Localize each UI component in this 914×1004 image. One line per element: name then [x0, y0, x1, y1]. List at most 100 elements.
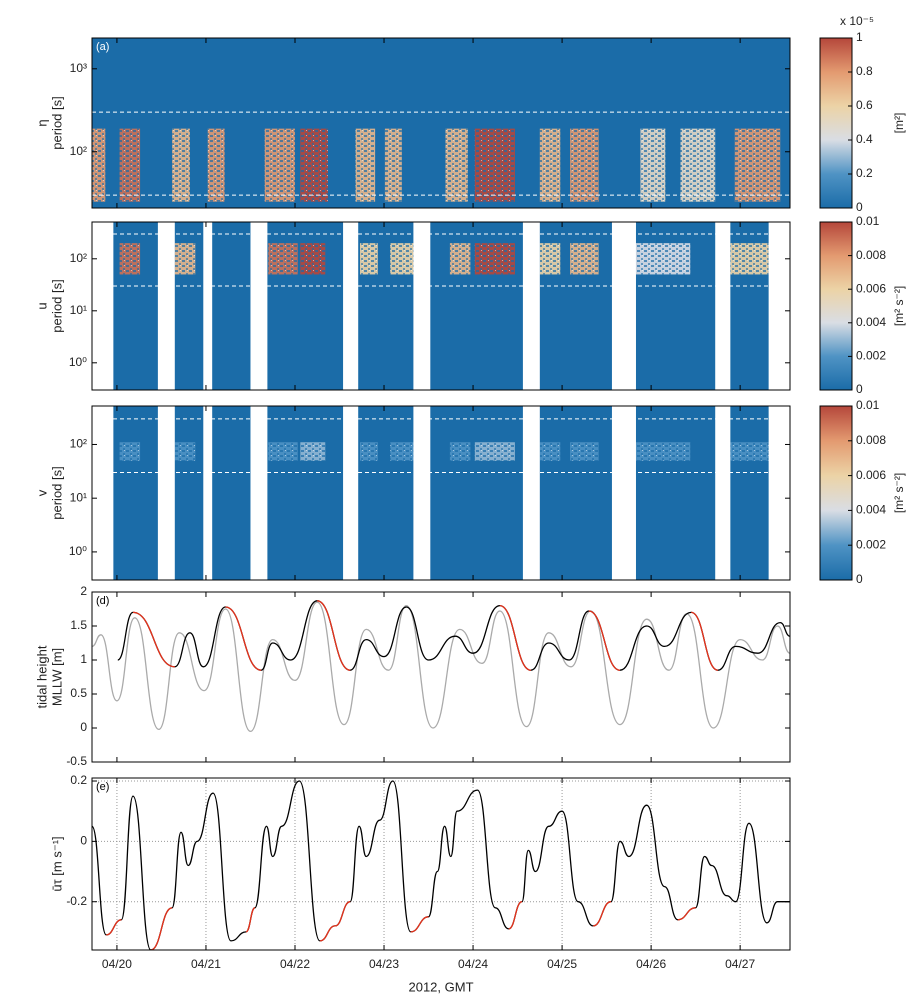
x-tick-label: 04/21 [191, 957, 221, 971]
data-gap [203, 406, 213, 580]
speckle [207, 128, 225, 202]
data-gap [522, 222, 540, 390]
y-axis-label: ūτ [m s⁻¹] [49, 836, 64, 891]
data-gap [157, 222, 175, 390]
colorbar-tick-label: 0.002 [856, 537, 886, 551]
speckle [445, 128, 468, 202]
speckle [570, 442, 599, 461]
y-tick-label: 10³ [70, 61, 87, 75]
speckle [174, 442, 196, 461]
data-gap [343, 222, 359, 390]
speckle [119, 442, 141, 461]
panel: 0 0.002 0.004 0.006 0.008 0.01 [m² s⁻²] 10⁰ 10¹ 1… [34, 214, 906, 396]
speckle [119, 128, 141, 202]
y-tick-label: 0 [80, 720, 87, 734]
speckle [539, 128, 561, 202]
speckle [268, 243, 298, 275]
speckle [355, 128, 376, 202]
x-tick-label: 04/25 [547, 957, 577, 971]
y-axis-label: u [34, 302, 49, 309]
y-tick-label: 10² [70, 437, 87, 451]
y-axis-label: period [s] [49, 466, 64, 519]
plot-frame [91, 591, 791, 763]
plot-frame [91, 777, 791, 951]
heatmap-background [92, 406, 790, 580]
data-gap [92, 222, 114, 390]
colorbar-tick-label: 0.006 [856, 281, 886, 295]
y-tick-label: 10¹ [70, 490, 87, 504]
x-tick-label: 04/24 [458, 957, 488, 971]
colorbar-tick-label: 0.2 [856, 166, 873, 180]
data-gap [250, 406, 268, 580]
y-axis-label: η [34, 119, 49, 126]
y-tick-label: -0.5 [66, 754, 87, 768]
speckle [640, 128, 666, 202]
speckle [449, 243, 471, 275]
y-tick-label: -0.2 [66, 894, 87, 908]
x-tick-label: 04/23 [369, 957, 399, 971]
speckle [474, 442, 515, 461]
colorbar-tick-label: 0.008 [856, 248, 886, 262]
colorbar-tick-label: 0.8 [856, 64, 873, 78]
plot-frame [91, 37, 791, 209]
panel: 0 0.2 0.4 0.6 0.8 1 [m²] x 10⁻⁵ 10² 10³ (a) η period… [34, 14, 906, 214]
colorbar-tick-label: 0 [856, 382, 863, 396]
speckle [300, 128, 328, 202]
speckle [635, 243, 691, 275]
plot-frame [91, 221, 791, 391]
y-tick-label: 10⁰ [69, 544, 87, 558]
data-gap [715, 406, 731, 580]
colorbar-tick-label: 0.6 [856, 98, 873, 112]
series-line [92, 601, 790, 733]
y-tick-label: 2 [80, 584, 87, 598]
plot-area [92, 600, 790, 733]
panel: -0.5 0 0.5 1 1.5 2 (d) tidal height MLLW [m] [34, 584, 791, 768]
colorbar-label: [m²] [892, 113, 906, 134]
y-tick-label: 10² [70, 251, 87, 265]
speckle [264, 128, 295, 202]
speckle [92, 128, 106, 202]
data-gap [343, 406, 359, 580]
speckle [570, 128, 599, 202]
y-axis-label: v [34, 489, 49, 496]
data-gap [203, 222, 213, 390]
speckle [734, 128, 781, 202]
panel-label: (c) [96, 409, 109, 421]
colorbar [819, 37, 853, 209]
x-axis-label: 2012, GMT [408, 979, 473, 994]
data-gap [768, 222, 790, 390]
colorbar-tick-label: 0.01 [856, 214, 880, 228]
colorbar [819, 405, 853, 581]
y-axis-label: period [s] [49, 279, 64, 332]
speckle [300, 243, 326, 275]
data-gap [413, 406, 431, 580]
data-gap [157, 406, 175, 580]
speckle [359, 243, 378, 275]
y-tick-label: 0.2 [70, 773, 87, 787]
speckle [174, 243, 196, 275]
speckle [384, 128, 402, 202]
series-line [106, 901, 696, 950]
x-tick-label: 04/22 [280, 957, 310, 971]
colorbar-tick-label: 0.006 [856, 468, 886, 482]
x-tick-label: 04/20 [102, 957, 132, 971]
y-tick-label: 1 [80, 652, 87, 666]
speckle [730, 243, 769, 275]
colorbar-tick-label: 0 [856, 200, 863, 214]
panel: 0 0.002 0.004 0.006 0.008 0.01 [m² s⁻²] 10⁰ 10¹ 1… [34, 398, 906, 586]
y-axis-label: MLLW [m] [49, 648, 64, 706]
panel-label: (b) [96, 225, 109, 237]
y-tick-label: 0.5 [70, 686, 87, 700]
y-tick-label: 10² [70, 144, 87, 158]
panel-label: (d) [96, 595, 109, 607]
plot-area [92, 38, 790, 208]
panel: 04/20 04/21 04/22 04/23 04/24 04/25 04/26 04/27… [49, 773, 791, 994]
y-tick-label: 10⁰ [69, 355, 87, 369]
colorbar-tick-label: 0.002 [856, 349, 886, 363]
series-line [132, 600, 719, 671]
data-gap [413, 222, 431, 390]
plot-area [92, 778, 790, 950]
speckle [172, 128, 190, 202]
colorbar-label: [m² s⁻²] [892, 473, 906, 513]
